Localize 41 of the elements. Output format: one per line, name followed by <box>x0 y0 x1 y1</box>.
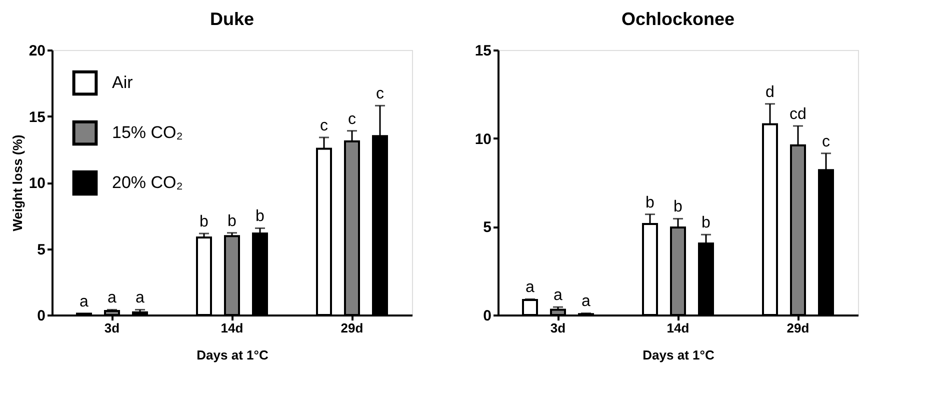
legend-label: Air <box>112 73 134 92</box>
data-label: a <box>80 294 89 311</box>
data-label: b <box>674 198 683 216</box>
data-label: c <box>348 110 356 128</box>
data-label: cd <box>790 106 806 123</box>
y-tick-label: 5 <box>37 241 46 258</box>
x-tick-label: 29d <box>340 320 364 336</box>
y-tick-label: 10 <box>474 130 492 148</box>
data-label: b <box>646 194 655 212</box>
data-label: b <box>228 212 237 230</box>
x-tick-label: 14d <box>220 320 244 336</box>
y-tick-label: 10 <box>28 175 46 192</box>
data-label: a <box>582 293 591 310</box>
legend-label: 15% CO₂ <box>112 123 183 142</box>
data-label: a <box>108 290 117 307</box>
data-label: d <box>766 84 774 101</box>
x-tick-label: 3d <box>104 320 120 336</box>
data-label: a <box>554 287 563 304</box>
data-label: a <box>526 279 535 296</box>
chart-title: Ochlockonee <box>621 9 735 29</box>
data-label: c <box>320 117 328 134</box>
y-axis-title: Weight loss (%) <box>10 134 25 232</box>
y-tick-label: 5 <box>483 219 492 236</box>
data-label: b <box>256 208 265 226</box>
data-label: b <box>702 214 711 232</box>
data-label: b <box>200 214 209 231</box>
chart-title: Duke <box>210 9 254 29</box>
y-tick-label: 20 <box>28 42 46 60</box>
data-label: c <box>376 86 384 103</box>
x-axis-title: Days at 1°C <box>196 348 269 362</box>
data-label: c <box>822 133 830 150</box>
x-tick-label: 29d <box>786 320 810 336</box>
x-axis-title: Days at 1°C <box>642 348 715 362</box>
legend-label: 20% CO₂ <box>112 173 183 192</box>
x-tick-label: 3d <box>550 320 566 336</box>
y-tick-label: 0 <box>37 308 46 324</box>
y-tick-label: 0 <box>483 308 492 324</box>
x-tick-label: 14d <box>666 320 690 336</box>
y-tick-label: 15 <box>28 108 46 126</box>
data-label: a <box>136 290 145 307</box>
y-tick-label: 15 <box>474 42 492 60</box>
